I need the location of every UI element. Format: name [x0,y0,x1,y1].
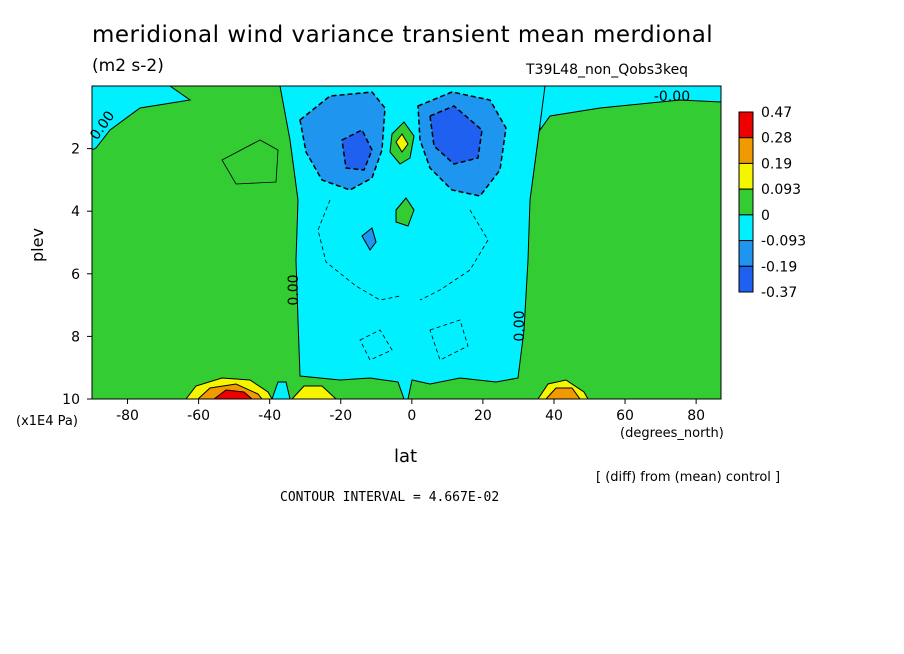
y-tick-label: 6 [71,267,80,283]
field-green-equator-mid [395,197,415,227]
y-axis-unit: (x1E4 Pa) [16,414,78,429]
field-dark-blue-right-core [429,105,483,165]
colorbar-label: 0.47 [761,105,792,121]
colorbar-swatch [738,162,754,190]
chart-title: meridional wind variance transient mean … [92,22,714,48]
dashed-contour-a [317,199,401,301]
y-tick-label: 4 [71,204,80,220]
colorbar-label: 0.093 [761,182,801,198]
diff-note: [ (diff) from (mean) control ] [596,470,781,485]
field-yellow-equator-spot [395,133,409,153]
dashed-contour-c [359,329,393,361]
colorbar-swatch [738,111,754,139]
field-cyan-upper-left [92,86,192,151]
contour-label: -0.00 [654,89,690,105]
colorbar-swatch [738,240,754,267]
x-tick-label: 20 [474,408,492,424]
colorbar-swatch [738,188,754,216]
x-tick-label: 0 [407,408,416,424]
y-tick-label: 2 [71,142,80,158]
x-tick-label: -40 [258,408,281,424]
contour-label: 0.00 [512,310,528,341]
colorbar-swatch [738,265,754,293]
colorbar-swatch [738,214,754,242]
field-orange-north-surface [545,387,581,399]
x-tick-label: 40 [545,408,563,424]
x-axis-unit: (degrees_north) [620,426,724,441]
colorbar-label: 0 [761,208,770,224]
colorbar-label: -0.37 [761,285,797,301]
dashed-contour-b [419,209,489,301]
x-tick-label: 60 [616,408,634,424]
field-yellow-subtropic-surface [291,385,337,399]
field-cyan-surface-strip [271,381,291,399]
colorbar-label: -0.093 [761,234,806,250]
x-tick-label: -80 [116,408,139,424]
field-red-south-surface [213,389,253,399]
dashed-contour-d [429,319,469,361]
colorbar: 0.47 0.28 0.19 0.093 0 -0.093 -0.19 -0.37 [738,105,806,301]
x-tick-label: -60 [187,408,210,424]
chart-units: (m2 s-2) [92,56,164,76]
colorbar-label: 0.28 [761,131,792,147]
colorbar-label: -0.19 [761,259,797,275]
colorbar-swatch [738,137,754,164]
field-dark-blue-left-core [341,128,373,171]
contour-label: 0.00 [286,274,302,305]
y-tick-label: 10 [62,392,80,408]
colorbar-label: 0.19 [761,156,792,172]
contour-interval: CONTOUR INTERVAL = 4.667E-02 [280,490,500,505]
plot-frame [91,85,722,400]
y-axis: 2 4 6 8 10 [62,142,92,408]
x-axis: -80 -60 -40 -20 0 20 40 60 80 [116,399,705,424]
run-label: T39L48_non_Qobs3keq [526,62,689,78]
x-tick-label: 80 [687,408,705,424]
field-blue-small-mid [361,227,377,251]
y-tick-label: 8 [71,329,80,345]
x-axis-label: lat [394,446,418,467]
x-tick-label: -20 [329,408,352,424]
field-cyan-upper-right [539,86,721,132]
contour-field [92,86,721,399]
solid-contour-e [221,139,279,185]
